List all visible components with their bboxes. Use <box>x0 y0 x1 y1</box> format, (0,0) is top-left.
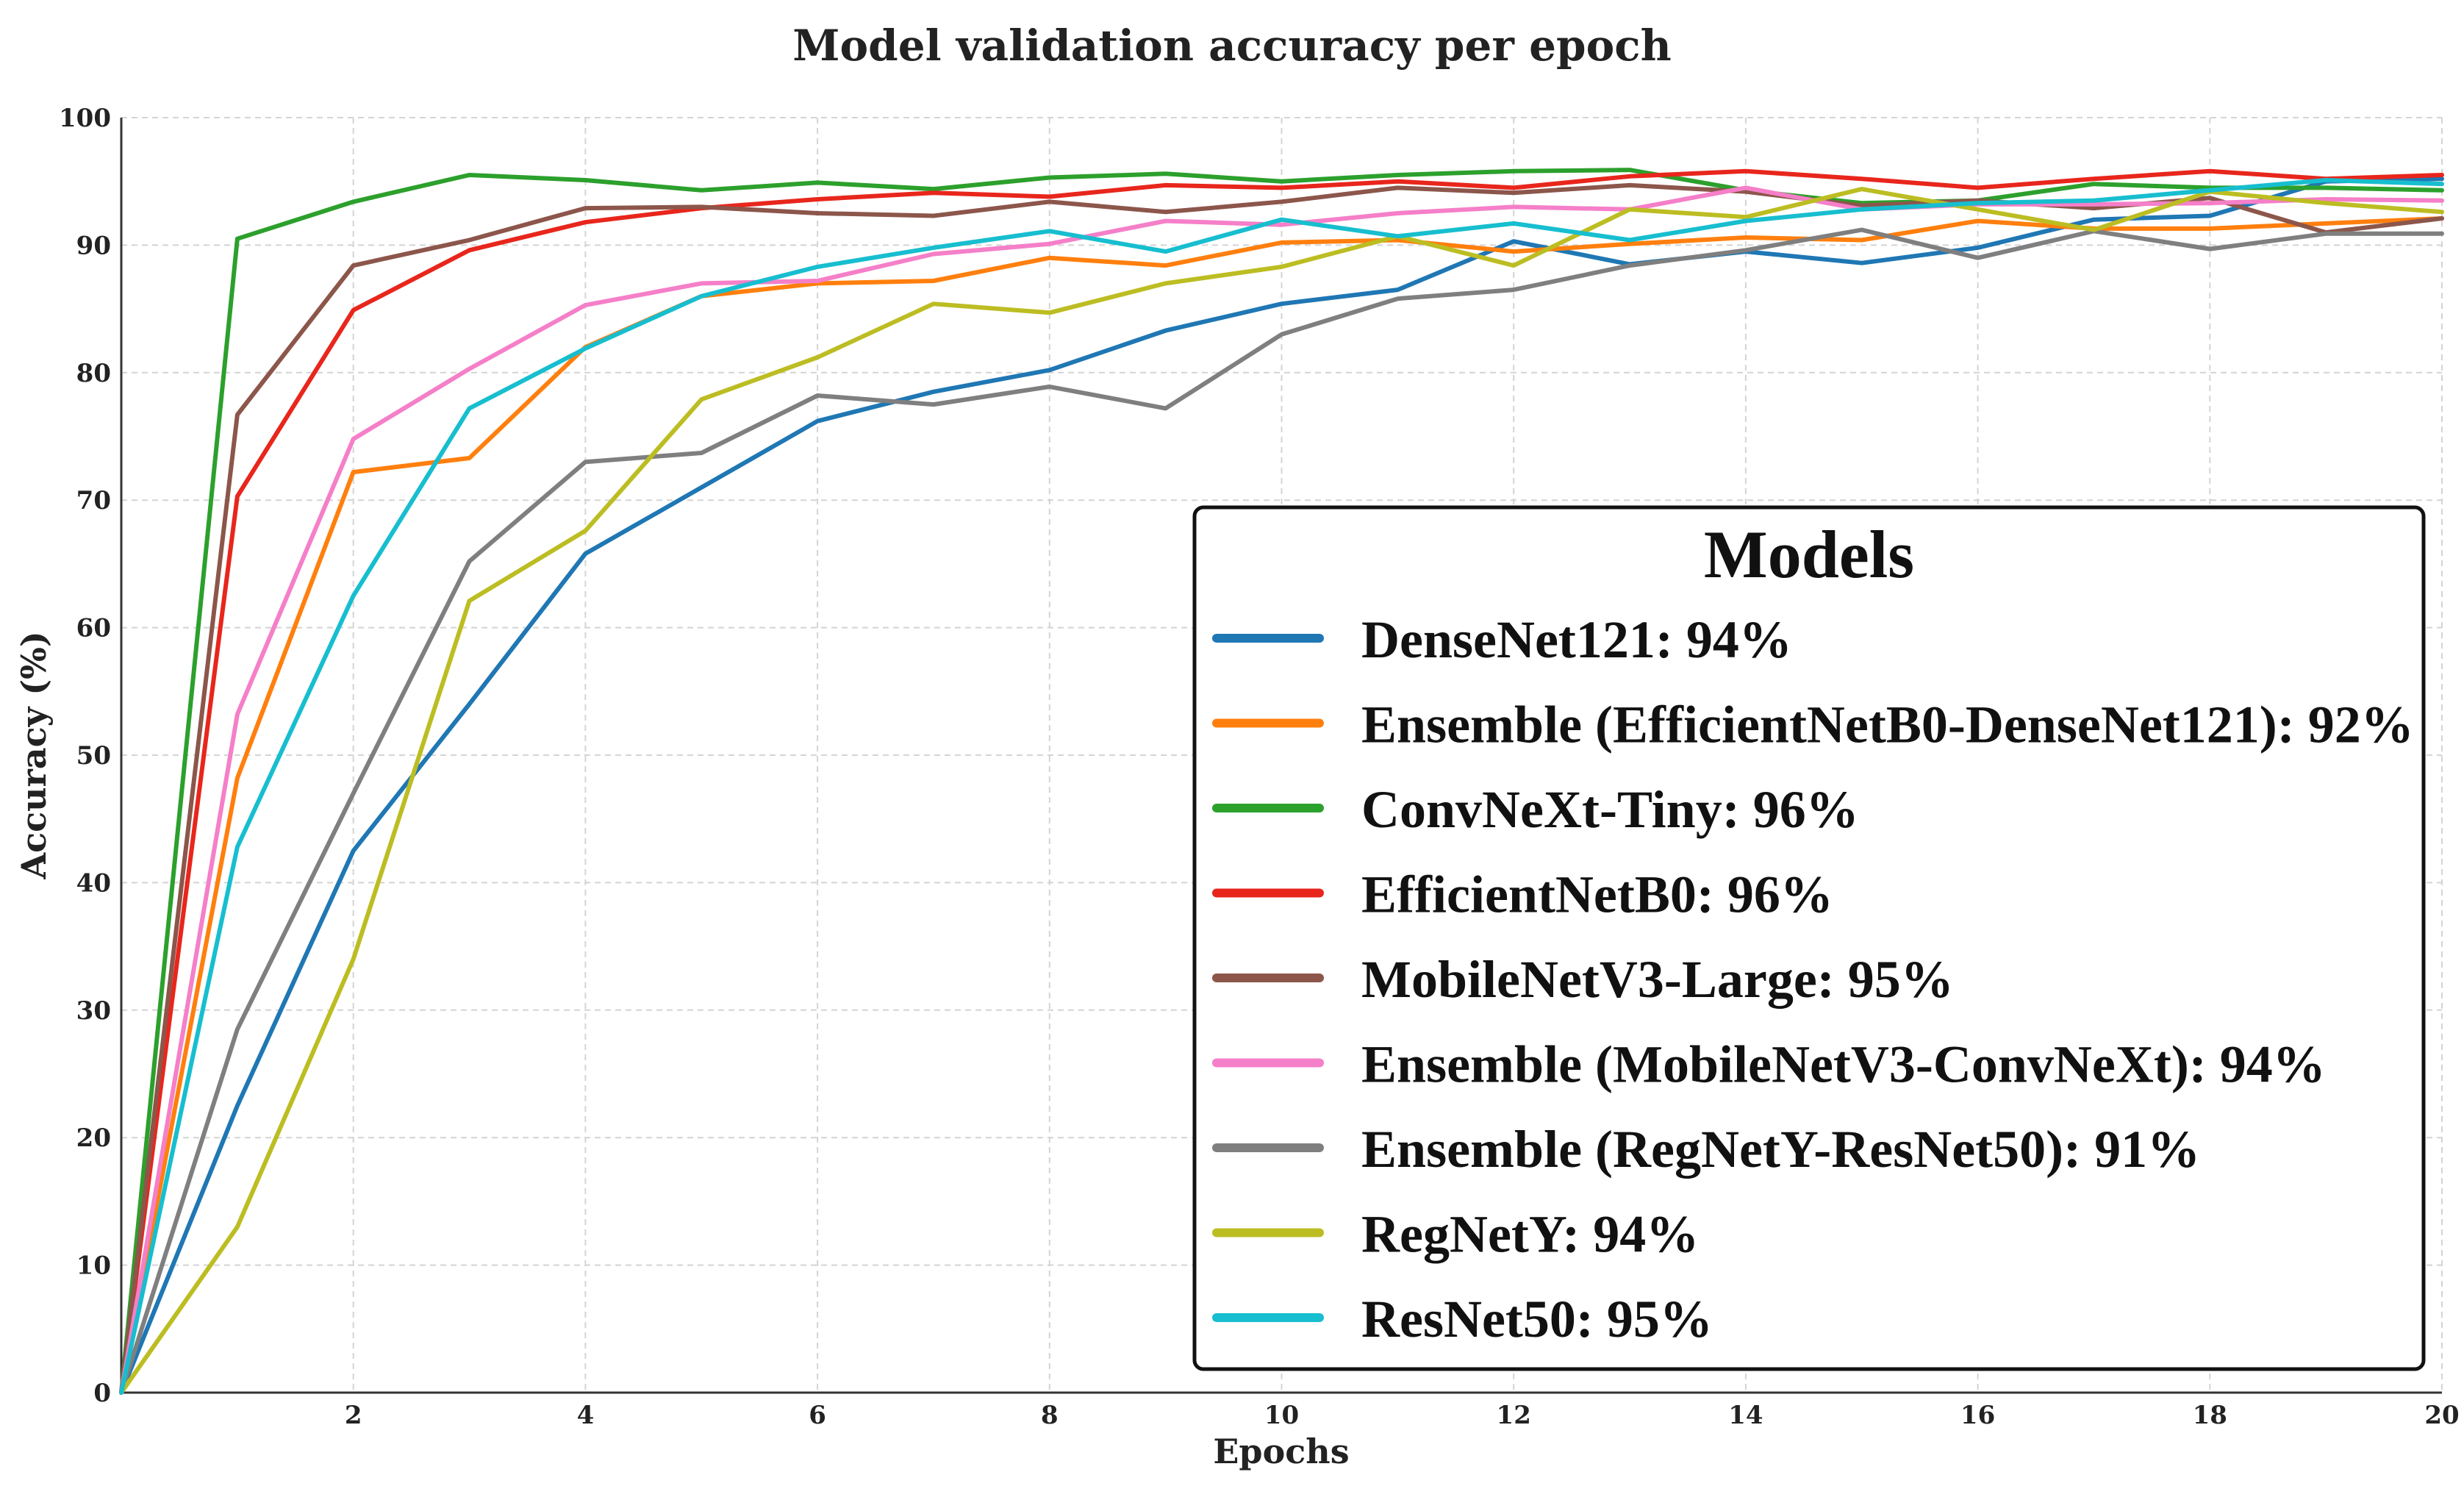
legend-label: ResNet50: 95% <box>1361 1290 1713 1349</box>
axes <box>120 118 2442 1394</box>
x-tick-label: 20 <box>2424 1401 2459 1430</box>
legend-label: RegNetY: 94% <box>1361 1205 1699 1264</box>
x-tick-label: 18 <box>2193 1401 2227 1430</box>
x-tick-label: 12 <box>1497 1401 1531 1430</box>
series-line-ensemble-efficientnetb0-densenet121 <box>119 216 2444 1395</box>
x-tick-label: 2 <box>345 1401 362 1430</box>
x-tick-labels: 2 4 6 8 10 12 14 16 18 20 <box>345 1401 2460 1430</box>
legend-label: MobileNetV3-Large: 95% <box>1361 950 1954 1009</box>
legend-label: Ensemble (EfficientNetB0-DenseNet121): 9… <box>1361 696 2414 754</box>
x-tick-label: 16 <box>1960 1401 1995 1430</box>
series-lines <box>119 168 2444 1395</box>
legend-label: Ensemble (MobileNetV3-ConvNeXt): 94% <box>1361 1035 2326 1094</box>
series-line-convnext-tiny <box>119 168 2444 1395</box>
legend-label: EfficientNetB0: 96% <box>1361 865 1833 924</box>
y-tick-label: 60 <box>76 614 111 643</box>
y-tick-label: 20 <box>76 1124 111 1153</box>
series-line-ensemble-regnety-resnet50 <box>119 227 2444 1395</box>
y-tick-label: 50 <box>76 741 111 771</box>
series-line-resnet50 <box>119 178 2444 1395</box>
legend-label: DenseNet121: 94% <box>1361 610 1792 669</box>
y-tick-label: 100 <box>59 104 111 133</box>
y-tick-label: 80 <box>76 359 111 388</box>
legend: Models DenseNet121: 94% Ensemble (Efficie… <box>1192 505 2426 1371</box>
y-tick-label: 10 <box>76 1251 111 1281</box>
y-tick-label: 90 <box>76 231 111 260</box>
chart-title: Model validation accuracy per epoch <box>792 21 1672 71</box>
series-line-efficientnetb0 <box>119 168 2444 1395</box>
legend-label: ConvNeXt-Tiny: 96% <box>1361 780 1859 839</box>
legend-box <box>1192 505 2426 1371</box>
x-tick-label: 10 <box>1264 1401 1299 1430</box>
x-axis-label: Epochs <box>1213 1432 1349 1471</box>
legend-items: DenseNet121: 94% Ensemble (EfficientNetB0… <box>1212 610 2414 1349</box>
series-line-regnety <box>119 187 2444 1395</box>
y-tick-label: 40 <box>76 868 111 898</box>
y-tick-labels: 0 10 20 30 40 50 60 70 80 90 100 <box>59 104 111 1408</box>
x-tick-label: 6 <box>809 1401 826 1430</box>
x-tick-label: 4 <box>577 1401 595 1430</box>
x-tick-label: 8 <box>1041 1401 1059 1430</box>
y-tick-label: 0 <box>93 1379 111 1408</box>
legend-title: Models <box>1704 517 1914 592</box>
series-line-ensemble-mobilenetv3-convnext <box>119 185 2444 1395</box>
y-tick-label: 30 <box>76 996 111 1026</box>
legend-label: Ensemble (RegNetY-ResNet50): 91% <box>1361 1120 2200 1179</box>
y-tick-label: 70 <box>76 486 111 515</box>
series-line-densenet121 <box>119 176 2444 1395</box>
y-axis-label: Accuracy (%) <box>14 631 54 879</box>
x-tick-label: 14 <box>1728 1401 1763 1430</box>
